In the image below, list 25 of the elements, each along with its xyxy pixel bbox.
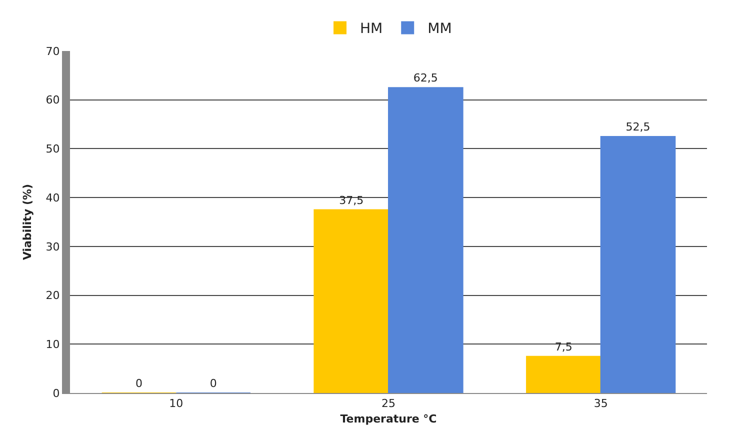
y-tick-label: 10 <box>46 338 60 351</box>
bar <box>388 87 464 393</box>
y-tick-label: 40 <box>46 191 60 204</box>
x-axis-title: Temperature °C <box>340 412 437 426</box>
y-tick-label: 0 <box>52 386 60 400</box>
data-label: 0 <box>210 377 217 390</box>
y-tick-label: 70 <box>46 44 60 58</box>
legend-label: HM <box>360 21 383 38</box>
y-tick-label: 60 <box>46 94 60 107</box>
data-label: 37,5 <box>339 194 364 207</box>
x-tick-label: 10 <box>169 397 184 410</box>
y-tick-label: 20 <box>46 289 60 302</box>
x-tick-label: 25 <box>382 397 396 410</box>
data-label: 7,5 <box>554 340 572 354</box>
data-label: 0 <box>136 377 143 390</box>
y-axis-title: Viability (%) <box>20 184 34 260</box>
y-tick-label: 30 <box>46 240 60 254</box>
bar <box>314 209 389 393</box>
data-label: 52,5 <box>626 120 650 134</box>
bar <box>600 136 676 393</box>
y-tick-label: 50 <box>46 142 60 156</box>
legend-label: MM <box>428 21 452 38</box>
bar <box>526 356 602 393</box>
x-tick-label: 35 <box>594 397 608 410</box>
data-label: 62,5 <box>413 72 438 85</box>
